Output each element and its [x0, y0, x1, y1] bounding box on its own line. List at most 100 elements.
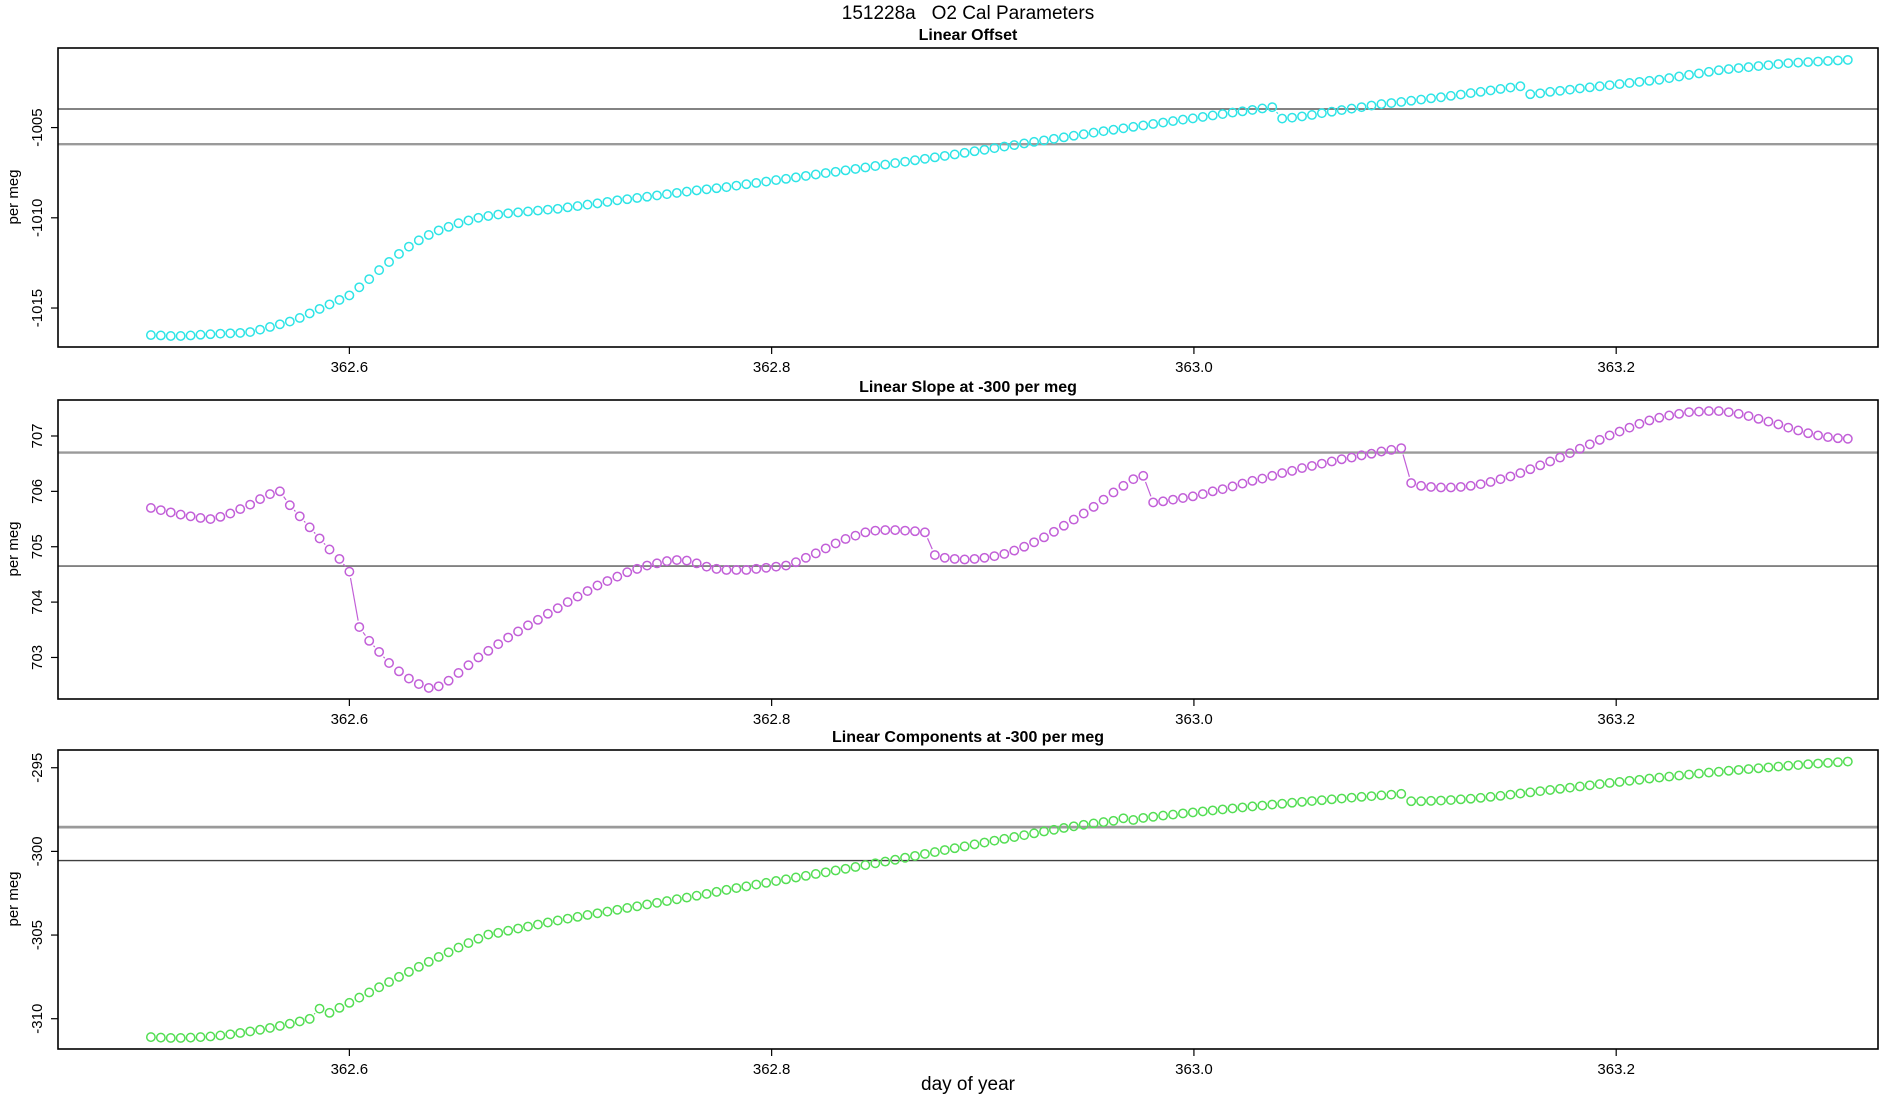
data-point: [751, 563, 762, 574]
data-point: [1346, 103, 1357, 114]
data-point: [1148, 811, 1159, 822]
data-point: [1088, 501, 1099, 512]
data-point: [1713, 766, 1724, 777]
data-point: [1217, 804, 1228, 815]
data-point: [1376, 790, 1387, 801]
data-point: [1058, 132, 1069, 143]
data-point: [1416, 94, 1427, 105]
data-point: [1158, 496, 1169, 507]
data-point: [1098, 126, 1109, 137]
data-point: [979, 552, 990, 563]
data-point: [969, 553, 980, 564]
data-point: [1763, 60, 1774, 71]
data-point: [513, 626, 524, 637]
data-point: [741, 179, 752, 190]
y-tick-label: 707: [29, 423, 46, 448]
y-tick-label: -310: [29, 1004, 46, 1034]
y-tick-label: -305: [29, 920, 46, 950]
data-point: [999, 141, 1010, 152]
data-point: [989, 143, 1000, 154]
data-point: [1426, 93, 1436, 104]
data-point: [304, 522, 315, 533]
data-point: [1624, 775, 1635, 786]
data-point: [1048, 824, 1059, 835]
data-point: [1356, 102, 1367, 113]
data-point: [1396, 788, 1407, 799]
data-point: [493, 639, 504, 650]
data-point: [344, 566, 355, 577]
data-point: [1287, 112, 1298, 123]
data-point: [612, 904, 623, 915]
data-point: [1217, 109, 1228, 119]
data-point: [1574, 781, 1585, 792]
data-point: [632, 901, 643, 912]
data-point: [1674, 408, 1685, 419]
data-point: [959, 147, 970, 158]
data-point: [840, 165, 851, 176]
data-point: [1445, 90, 1456, 101]
data-point: [284, 500, 295, 511]
data-point: [671, 894, 682, 905]
data-point: [771, 561, 782, 572]
y-tick-label: 706: [29, 479, 46, 504]
data-point: [592, 908, 603, 919]
data-point: [1227, 107, 1238, 118]
data-point: [1485, 85, 1496, 96]
data-point: [731, 565, 742, 575]
figure-title: 151228a O2 Cal Parameters: [841, 3, 1095, 24]
data-point: [939, 845, 950, 856]
data-point: [622, 194, 633, 205]
x-tick-label: 362.8: [753, 1061, 791, 1078]
data-point: [165, 1033, 176, 1043]
data-point: [1465, 480, 1476, 491]
data-point: [681, 555, 692, 566]
data-point: [1346, 452, 1357, 463]
data-point: [1445, 482, 1456, 493]
data-point: [840, 534, 851, 544]
data-point: [374, 982, 385, 993]
data-point: [175, 509, 186, 520]
data-point: [1187, 113, 1198, 124]
data-point: [1535, 88, 1546, 99]
data-point: [1029, 136, 1040, 147]
data-point: [1168, 116, 1178, 127]
data-point: [1177, 114, 1188, 125]
data-point: [483, 645, 494, 656]
data-point: [1743, 62, 1754, 73]
data-point: [314, 303, 325, 314]
data-point: [1237, 802, 1248, 813]
x-tick-label: 363.0: [1175, 711, 1213, 728]
data-point: [939, 150, 950, 161]
data-point: [1475, 479, 1486, 490]
data-point: [800, 552, 811, 563]
data-point: [284, 1018, 295, 1029]
data-point: [1694, 768, 1704, 779]
data-point: [235, 327, 246, 338]
data-point: [1565, 782, 1575, 793]
data-point: [900, 525, 911, 536]
data-point: [602, 576, 613, 587]
data-point: [1614, 777, 1625, 787]
data-point: [1406, 796, 1417, 807]
data-point: [1416, 480, 1427, 491]
data-point: [1773, 419, 1784, 430]
data-point: [1694, 68, 1704, 79]
data-point: [1594, 434, 1605, 445]
data-point: [552, 915, 563, 926]
data-point: [781, 874, 791, 885]
data-point: [1813, 758, 1823, 769]
data-point: [1316, 795, 1327, 806]
data-point: [929, 550, 940, 560]
data-point: [1187, 491, 1198, 502]
data-point: [860, 527, 871, 538]
plot-frame-panel-3: [57, 749, 1879, 1050]
data-point: [205, 514, 216, 524]
data-point: [1197, 489, 1208, 500]
data-point: [1584, 439, 1595, 450]
data-point: [1465, 88, 1476, 99]
data-point: [691, 558, 702, 569]
data-point: [1614, 426, 1625, 437]
data-point: [900, 852, 911, 863]
data-point: [1525, 89, 1536, 100]
data-point: [1128, 814, 1139, 825]
